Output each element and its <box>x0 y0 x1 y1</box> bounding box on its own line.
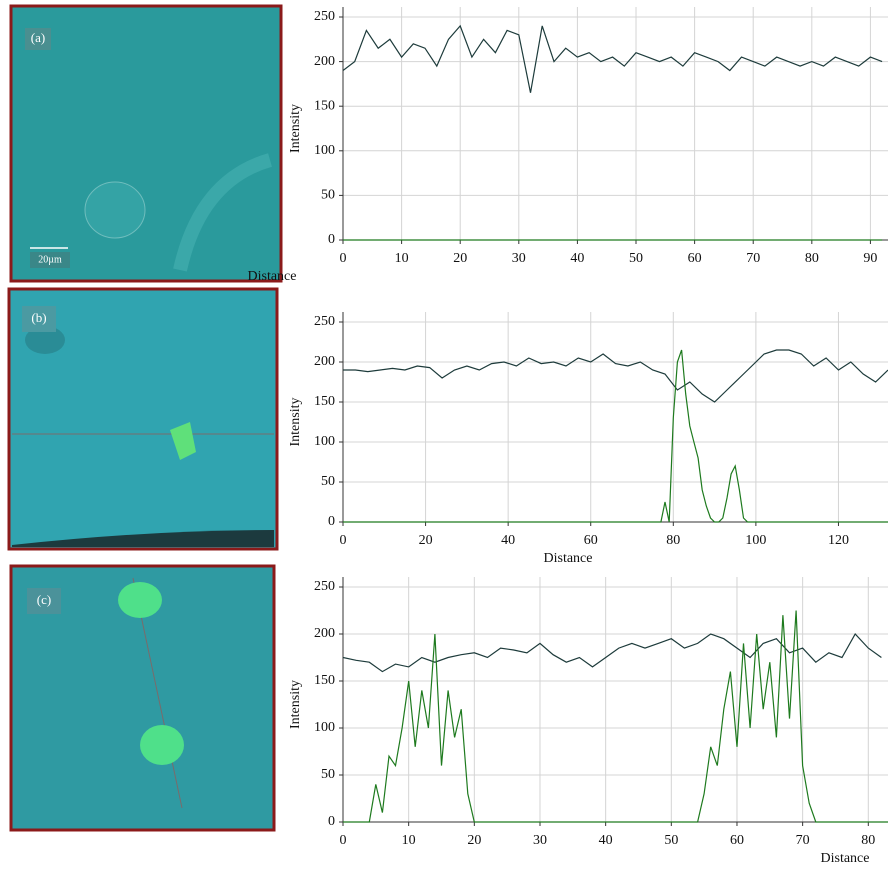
y-tick-label: 200 <box>314 354 335 369</box>
x-tick-label: 0 <box>340 833 347 848</box>
x-tick-label: 10 <box>395 251 409 266</box>
micrograph-c: (c) <box>9 564 276 832</box>
intensity-line <box>343 349 888 523</box>
x-tick-label: 50 <box>629 251 643 266</box>
x-tick-label: 60 <box>584 533 598 548</box>
micrograph-b: (b) <box>7 287 279 551</box>
y-axis-label: Intensity <box>288 398 303 447</box>
intensity-line <box>343 632 882 673</box>
micrograph-a: (a) 20µm <box>9 4 283 283</box>
x-tick-label: 60 <box>688 251 702 266</box>
x-tick-label: 40 <box>501 533 515 548</box>
x-tick-label: 10 <box>402 833 416 848</box>
y-tick-label: 250 <box>314 9 335 24</box>
y-tick-label: 150 <box>314 673 335 688</box>
x-tick-label: 40 <box>599 833 613 848</box>
x-tick-label: 0 <box>340 251 347 266</box>
y-axis-label: Intensity <box>288 104 303 153</box>
panel-label: (b) <box>31 310 46 325</box>
x-tick-label: 70 <box>746 251 760 266</box>
y-tick-label: 250 <box>314 314 335 329</box>
y-tick-label: 100 <box>314 434 335 449</box>
x-tick-label: 90 <box>863 251 877 266</box>
x-tick-label: 0 <box>340 533 347 548</box>
x-tick-label: 40 <box>570 251 584 266</box>
x-tick-label: 120 <box>828 533 849 548</box>
intensity-line <box>343 24 883 93</box>
x-axis-label: Distance <box>544 551 593 566</box>
x-tick-label: 80 <box>861 833 875 848</box>
x-tick-label: 20 <box>467 833 481 848</box>
y-tick-label: 200 <box>314 626 335 641</box>
panel-label: (a) <box>31 30 45 45</box>
y-tick-label: 100 <box>314 720 335 735</box>
x-tick-label: 60 <box>730 833 744 848</box>
x-axis-label: Distance <box>821 851 870 866</box>
y-tick-label: 0 <box>328 232 335 247</box>
panel-label: (c) <box>37 592 51 607</box>
x-tick-label: 80 <box>805 251 819 266</box>
y-tick-label: 150 <box>314 394 335 409</box>
scale-bar-label: 20µm <box>38 254 62 265</box>
x-tick-label: 70 <box>796 833 810 848</box>
plot-area <box>343 349 888 523</box>
x-tick-label: 20 <box>453 251 467 266</box>
y-tick-label: 50 <box>321 474 335 489</box>
x-tick-label: 50 <box>664 833 678 848</box>
y-axis-label: Intensity <box>288 680 303 729</box>
y-tick-label: 0 <box>328 814 335 829</box>
x-tick-label: 20 <box>419 533 433 548</box>
y-tick-label: 50 <box>321 767 335 782</box>
y-tick-label: 150 <box>314 98 335 113</box>
plot-area <box>343 610 888 823</box>
x-tick-label: 30 <box>533 833 547 848</box>
intensity-line <box>343 610 888 823</box>
intensity-line <box>343 349 888 403</box>
y-tick-label: 0 <box>328 514 335 529</box>
x-axis-label: Distance <box>248 269 297 284</box>
y-tick-label: 50 <box>321 188 335 203</box>
x-tick-label: 30 <box>512 251 526 266</box>
y-tick-label: 100 <box>314 143 335 158</box>
y-tick-label: 200 <box>314 54 335 69</box>
y-tick-label: 250 <box>314 579 335 594</box>
plot-area <box>343 24 883 241</box>
x-tick-label: 100 <box>745 533 766 548</box>
x-tick-label: 80 <box>666 533 680 548</box>
